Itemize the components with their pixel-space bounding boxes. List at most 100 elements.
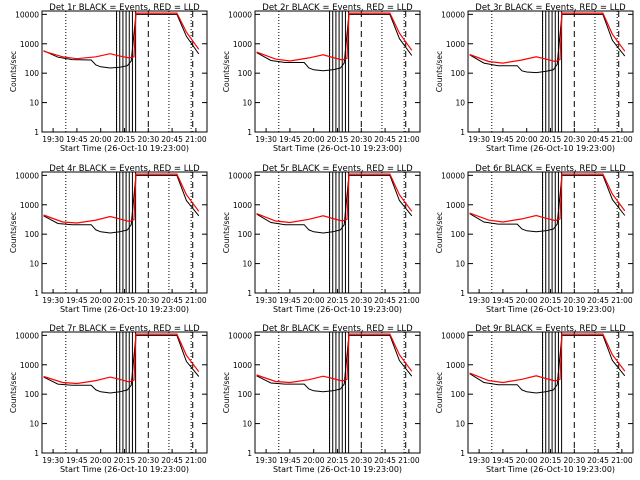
- x-tick-label: 21:00: [398, 456, 420, 465]
- x-tick-label: 21:00: [185, 456, 207, 465]
- y-tick-label: 10000: [228, 10, 252, 19]
- x-axis-label: Start Time (26-Oct-10 19:23:00): [486, 144, 615, 153]
- lld-line: [43, 173, 200, 224]
- y-tick-label: 1000: [20, 361, 39, 370]
- x-tick-label: 20:30: [137, 296, 159, 305]
- x-tick-label: 19:30: [255, 135, 277, 144]
- y-tick-label: 10000: [441, 10, 465, 19]
- x-tick-label: 20:00: [90, 135, 112, 144]
- lld-line: [469, 173, 626, 223]
- x-tick-label: 20:45: [587, 456, 609, 465]
- panel-title: Det 8r BLACK = Events, RED = LLD: [262, 324, 413, 334]
- panel-7: 1 10 100 1000 10000 19:30 19:45 20:00 20:15 20:30…: [9, 324, 208, 474]
- x-tick-label: 21:00: [185, 296, 207, 305]
- y-tick-label: 10000: [441, 331, 465, 340]
- x-tick-label: 19:30: [468, 456, 490, 465]
- y-tick-label: 1: [34, 128, 39, 137]
- y-tick-label: 1000: [233, 361, 252, 370]
- x-tick-label: 20:45: [587, 135, 609, 144]
- y-axis-label: Counts/sec: [222, 51, 231, 92]
- x-tick-label: 20:30: [350, 456, 372, 465]
- x-tick-label: 20:30: [563, 456, 585, 465]
- x-tick-label: 20:15: [327, 135, 349, 144]
- y-tick-label: 100: [451, 230, 466, 239]
- events-line: [256, 334, 413, 393]
- panel-9: 1 10 100 1000 10000 19:30 19:45 20:00 20:15 20:30…: [435, 324, 634, 474]
- x-tick-label: 19:45: [279, 135, 301, 144]
- events-line: [256, 13, 413, 72]
- x-tick-label: 19:45: [492, 296, 514, 305]
- y-tick-label: 1: [247, 128, 252, 137]
- y-tick-label: 1: [34, 289, 39, 298]
- y-axis-label: Counts/sec: [435, 372, 444, 413]
- x-tick-label: 20:15: [327, 296, 349, 305]
- panel-2: 1 10 100 1000 10000 19:30 19:45 20:00 20:15 20:30…: [222, 3, 421, 153]
- y-tick-label: 1: [34, 449, 39, 458]
- y-tick-label: 10: [455, 99, 465, 108]
- y-axis-label: Counts/sec: [435, 212, 444, 253]
- y-tick-label: 100: [25, 390, 40, 399]
- x-tick-label: 20:45: [161, 135, 183, 144]
- x-tick-label: 20:00: [303, 456, 325, 465]
- x-tick-label: 19:30: [468, 135, 490, 144]
- lld-line: [256, 173, 413, 224]
- panel-title: Det 2r BLACK = Events, RED = LLD: [262, 3, 413, 13]
- x-axis-label: Start Time (26-Oct-10 19:23:00): [273, 305, 402, 314]
- x-tick-label: 21:00: [611, 296, 633, 305]
- x-tick-label: 19:45: [66, 296, 88, 305]
- x-axis-label: Start Time (26-Oct-10 19:23:00): [486, 465, 615, 474]
- x-tick-label: 19:30: [42, 456, 64, 465]
- y-tick-label: 10: [455, 260, 465, 269]
- y-tick-label: 1000: [446, 361, 465, 370]
- x-tick-label: 20:45: [374, 456, 396, 465]
- y-tick-label: 1000: [446, 40, 465, 49]
- x-tick-label: 20:15: [114, 456, 136, 465]
- y-tick-label: 100: [25, 230, 40, 239]
- x-tick-label: 20:15: [540, 296, 562, 305]
- y-tick-label: 100: [451, 69, 466, 78]
- panel-5: 1 10 100 1000 10000 19:30 19:45 20:00 20:15 20:30…: [222, 164, 421, 314]
- events-line: [43, 174, 200, 234]
- x-tick-label: 20:00: [90, 456, 112, 465]
- x-tick-label: 20:00: [303, 296, 325, 305]
- x-axis-label: Start Time (26-Oct-10 19:23:00): [486, 305, 615, 314]
- x-axis-label: Start Time (26-Oct-10 19:23:00): [60, 144, 189, 153]
- x-tick-label: 20:30: [137, 456, 159, 465]
- y-tick-label: 10: [242, 420, 252, 429]
- y-tick-label: 100: [25, 69, 40, 78]
- y-axis-label: Counts/sec: [9, 51, 18, 92]
- x-tick-label: 20:00: [90, 296, 112, 305]
- panel-1: 1 10 100 1000 10000 19:30 19:45 20:00 20:15 20:30…: [9, 3, 208, 153]
- y-tick-label: 1: [460, 128, 465, 137]
- y-tick-label: 10000: [228, 331, 252, 340]
- y-tick-label: 1000: [233, 201, 252, 210]
- x-tick-label: 20:45: [374, 296, 396, 305]
- x-tick-label: 19:45: [279, 456, 301, 465]
- x-tick-label: 20:30: [563, 135, 585, 144]
- panel-title: Det 9r BLACK = Events, RED = LLD: [475, 324, 626, 334]
- y-tick-label: 1: [460, 289, 465, 298]
- x-tick-label: 20:30: [350, 135, 372, 144]
- y-tick-label: 10: [29, 420, 39, 429]
- x-tick-label: 20:00: [303, 135, 325, 144]
- x-tick-label: 19:45: [279, 296, 301, 305]
- y-axis-label: Counts/sec: [435, 51, 444, 92]
- events-line: [43, 13, 200, 69]
- panel-title: Det 3r BLACK = Events, RED = LLD: [475, 3, 626, 13]
- y-tick-label: 1: [247, 289, 252, 298]
- y-tick-label: 100: [238, 230, 253, 239]
- x-tick-label: 20:15: [114, 296, 136, 305]
- x-tick-label: 19:45: [492, 135, 514, 144]
- x-tick-label: 19:45: [492, 456, 514, 465]
- x-tick-label: 19:45: [66, 135, 88, 144]
- panel-title: Det 1r BLACK = Events, RED = LLD: [49, 3, 200, 13]
- lld-line: [43, 333, 200, 385]
- y-tick-label: 10000: [15, 331, 39, 340]
- events-line: [43, 334, 200, 394]
- x-tick-label: 19:30: [468, 296, 490, 305]
- y-tick-label: 10: [29, 260, 39, 269]
- y-tick-label: 10000: [15, 10, 39, 19]
- y-tick-label: 1000: [446, 201, 465, 210]
- x-tick-label: 19:30: [255, 456, 277, 465]
